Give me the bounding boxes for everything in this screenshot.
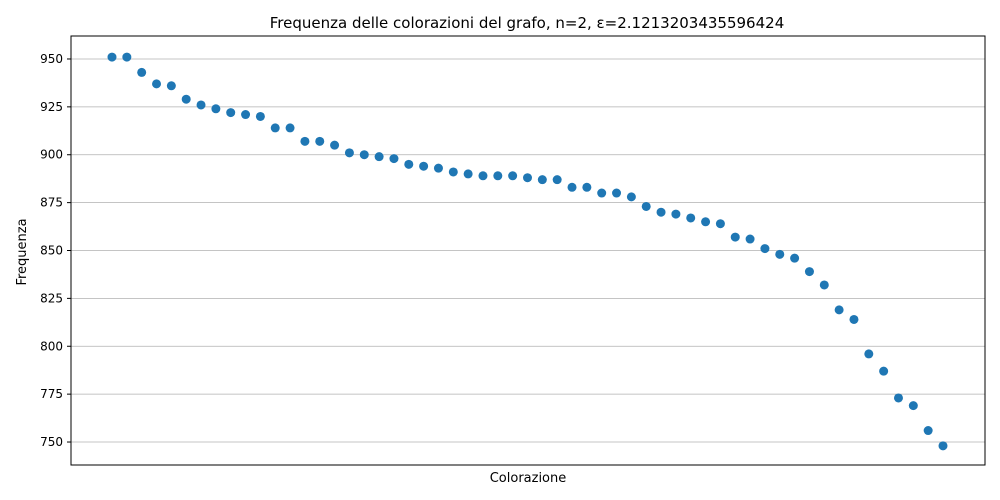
y-axis-label: Frequenza [15, 218, 30, 285]
data-point [775, 249, 785, 259]
data-point [226, 108, 236, 118]
y-tick-label: 950 [40, 52, 63, 66]
y-tick-label: 900 [40, 148, 63, 162]
data-point [715, 219, 725, 229]
data-point [612, 188, 622, 198]
y-tick-label: 800 [40, 339, 63, 353]
data-point [597, 188, 607, 198]
data-point [107, 52, 117, 62]
data-point [656, 207, 666, 217]
data-point [493, 171, 503, 181]
data-point [879, 366, 889, 376]
data-point [241, 110, 251, 120]
data-point [626, 192, 636, 202]
data-point [463, 169, 473, 179]
data-point [582, 182, 592, 192]
y-tick-label: 825 [40, 291, 63, 305]
data-point [834, 305, 844, 315]
data-point [701, 217, 711, 227]
data-point [552, 175, 562, 185]
data-point [122, 52, 132, 62]
data-point [166, 81, 176, 91]
data-point [760, 244, 770, 254]
y-tick-label: 850 [40, 244, 63, 258]
y-tick-label: 875 [40, 196, 63, 210]
data-point [908, 401, 918, 411]
data-point [300, 136, 310, 146]
data-point [330, 140, 340, 150]
data-point [404, 159, 414, 169]
data-point [255, 111, 265, 121]
data-point [819, 280, 829, 290]
data-point [567, 182, 577, 192]
gridlines [71, 58, 985, 443]
data-point [181, 94, 191, 104]
data-point [478, 171, 488, 181]
y-tick-label: 925 [40, 100, 63, 114]
data-point [893, 393, 903, 403]
data-point [804, 267, 814, 277]
data-point [523, 173, 532, 183]
data-point [211, 104, 221, 114]
x-axis-label: Colorazione [490, 471, 567, 486]
data-point [433, 163, 443, 173]
data-point [641, 201, 651, 211]
data-point [448, 167, 458, 177]
data-point [196, 100, 206, 110]
chart-title: Frequenza delle colorazioni del grafo, n… [270, 14, 784, 32]
data-point [419, 161, 429, 171]
data-point [374, 152, 384, 162]
data-point [686, 213, 696, 223]
data-point [730, 232, 740, 242]
data-point [285, 123, 295, 133]
y-tick-label: 750 [40, 435, 63, 449]
data-point [790, 253, 800, 263]
data-point [137, 67, 147, 77]
data-point [745, 234, 755, 244]
y-axis-ticks: 750 775 800 825 850 875 900 925 950 [40, 52, 71, 449]
data-point [938, 441, 948, 451]
y-tick-label: 775 [40, 387, 63, 401]
plot-frame [70, 35, 986, 466]
data-point [508, 171, 518, 181]
data-point [864, 349, 874, 359]
data-points [107, 52, 948, 451]
data-point [389, 154, 399, 164]
data-point [849, 314, 859, 324]
data-point [923, 426, 933, 436]
data-point [344, 148, 354, 158]
data-point [671, 209, 681, 219]
data-point [315, 136, 325, 146]
data-point [270, 123, 280, 133]
data-point [359, 150, 369, 160]
data-point [537, 175, 547, 185]
data-point [152, 79, 162, 89]
